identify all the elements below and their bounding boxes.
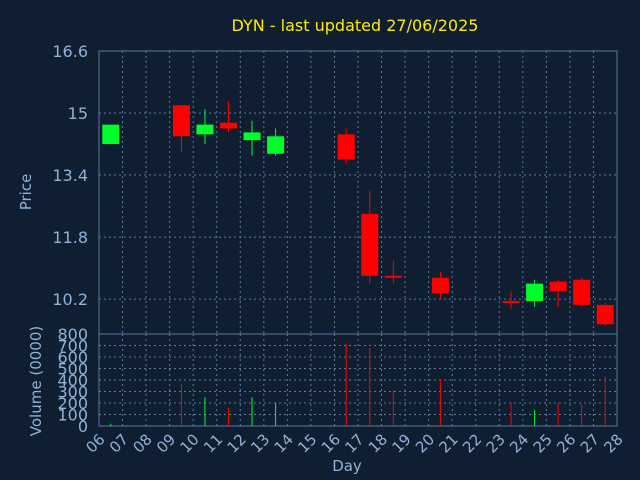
candle-body: [267, 136, 285, 154]
volume-tick-label: 800: [57, 325, 88, 344]
candle-body: [196, 124, 214, 135]
volume-tick-label: 100: [57, 406, 88, 425]
price-tick-label: 10.2: [52, 290, 88, 309]
candle-body: [384, 275, 402, 278]
candle-body: [573, 279, 591, 305]
volume-tick-label: 200: [57, 394, 88, 413]
candle-body: [220, 122, 237, 129]
candle-body: [431, 277, 449, 294]
volume-tick-label: 700: [57, 337, 88, 356]
candle-body: [596, 304, 614, 325]
candle-body: [102, 124, 120, 145]
candle-body: [502, 301, 520, 303]
chart-title: DYN - last updated 27/06/2025: [232, 16, 479, 35]
candle-body: [337, 134, 355, 160]
volume-tick-label: 300: [57, 383, 88, 402]
price-axis-label: Price: [17, 174, 35, 211]
price-tick-label: 13.4: [52, 166, 88, 185]
candle-body: [361, 213, 379, 276]
price-tick-label: 15: [68, 104, 88, 123]
volume-tick-label: 400: [57, 371, 88, 390]
price-tick-label: 16.6: [52, 42, 88, 61]
x-axis: 0607080910111213141516171819202122232425…: [82, 430, 626, 456]
x-axis-label: Day: [332, 457, 362, 475]
volume-tick-label: 0: [78, 417, 88, 436]
price-tick-label: 11.8: [52, 228, 88, 247]
candle-body: [172, 105, 190, 137]
candle-body: [549, 281, 567, 292]
candle-body: [243, 132, 261, 141]
price-panel: 16.6 15 13.4 11.8 10.2: [52, 42, 618, 335]
volume-tick-label: 600: [57, 348, 88, 367]
volume-tick-label: 500: [57, 360, 88, 379]
candle-body: [526, 283, 544, 302]
volume-axis-label: Volume (0000): [27, 326, 45, 436]
